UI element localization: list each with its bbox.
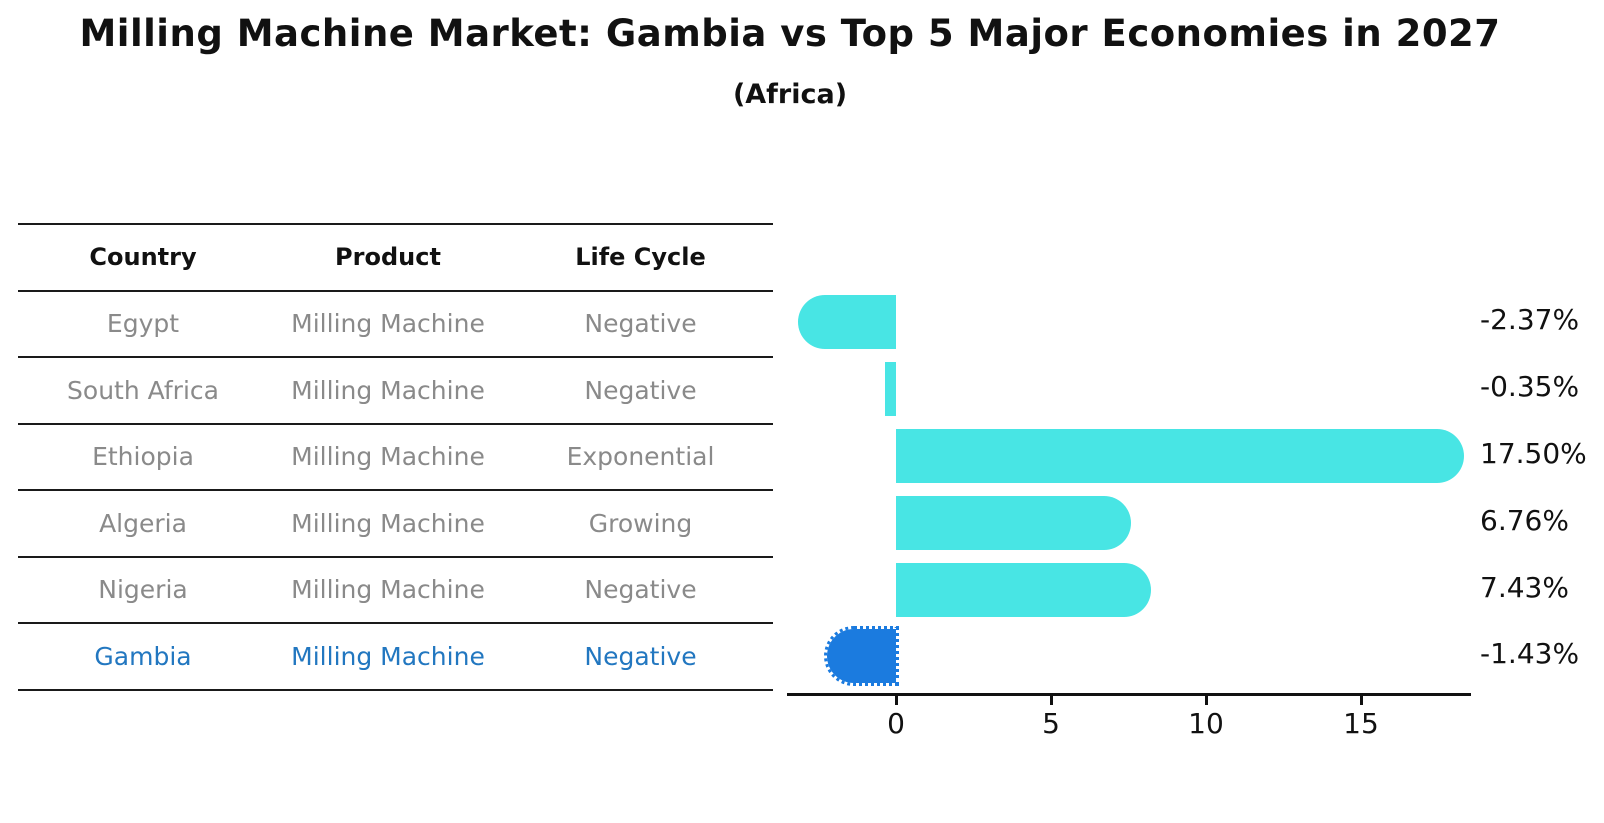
x-axis-line	[787, 693, 1471, 696]
cell-life-cycle: Negative	[584, 575, 697, 605]
bar-egypt	[797, 295, 896, 349]
table-row-gambia: Gambia Milling Machine Negative	[18, 623, 773, 690]
value-label-ethiopia: 17.50%	[1480, 437, 1587, 470]
chart-subtitle: (Africa)	[732, 79, 848, 110]
country-table: Country Product Life Cycle Egypt Milling …	[18, 223, 773, 691]
table-header-country: Country	[89, 243, 197, 272]
cell-country: Ethiopia	[92, 442, 194, 472]
table-row-algeria: Algeria Milling Machine Growing	[18, 490, 773, 557]
x-tick-mark-15	[1359, 696, 1363, 705]
cell-country: Egypt	[106, 309, 180, 339]
cell-product: Milling Machine	[291, 508, 485, 538]
x-tick-label-15: 15	[1343, 707, 1379, 740]
cell-life-cycle: Growing	[588, 508, 693, 538]
bar-gambia	[823, 626, 899, 686]
bar-south-africa	[885, 362, 896, 416]
value-label-nigeria: 7.43%	[1480, 571, 1569, 604]
table-header-product: Product	[335, 243, 441, 272]
table-row-nigeria: Nigeria Milling Machine Negative	[18, 557, 773, 623]
table-row-ethiopia: Ethiopia Milling Machine Exponential	[18, 424, 773, 490]
table-header-row: Country Product Life Cycle	[18, 224, 773, 291]
value-label-south-africa: -0.35%	[1480, 370, 1580, 403]
cell-country: Gambia	[94, 641, 192, 671]
bar-ethiopia	[896, 429, 1464, 483]
bar-algeria	[896, 496, 1131, 550]
cell-country: South Africa	[67, 375, 219, 405]
cell-product: Milling Machine	[291, 442, 485, 472]
x-tick-mark-5	[1049, 696, 1053, 705]
cell-country: Nigeria	[98, 575, 188, 605]
table-row-egypt: Egypt Milling Machine Negative	[18, 291, 773, 357]
bar-nigeria	[896, 563, 1152, 617]
cell-product: Milling Machine	[291, 375, 485, 405]
cell-product: Milling Machine	[291, 309, 485, 339]
cell-life-cycle: Exponential	[566, 442, 715, 472]
x-tick-label-0: 0	[887, 707, 905, 740]
cell-country: Algeria	[99, 508, 187, 538]
x-tick-label-10: 10	[1188, 707, 1224, 740]
x-tick-mark-10	[1204, 696, 1208, 705]
value-label-gambia: -1.43%	[1480, 637, 1580, 670]
chart-title: Milling Machine Market: Gambia vs Top 5 …	[79, 12, 1501, 55]
value-label-egypt: -2.37%	[1480, 303, 1580, 336]
cell-product: Milling Machine	[291, 575, 485, 605]
table-row-south-africa: South Africa Milling Machine Negative	[18, 357, 773, 424]
value-label-algeria: 6.76%	[1480, 504, 1569, 537]
x-tick-mark-0	[894, 696, 898, 705]
cell-product: Milling Machine	[291, 641, 485, 671]
cell-life-cycle: Negative	[584, 309, 697, 339]
x-tick-label-5: 5	[1042, 707, 1060, 740]
cell-life-cycle: Negative	[584, 375, 697, 405]
table-header-life-cycle: Life Cycle	[575, 243, 706, 272]
cell-life-cycle: Negative	[584, 641, 697, 671]
